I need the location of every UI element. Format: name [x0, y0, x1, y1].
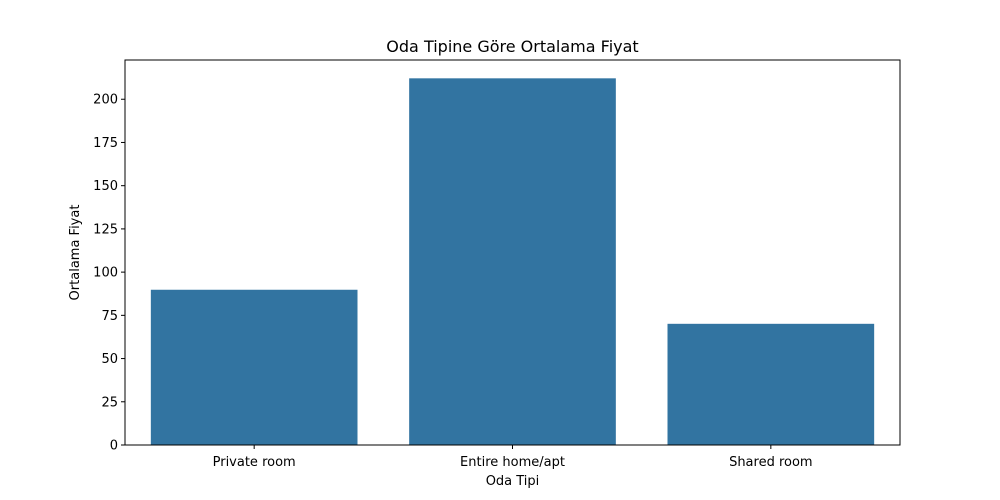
chart-title: Oda Tipine Göre Ortalama Fiyat	[386, 37, 638, 56]
y-tick-label: 125	[93, 222, 118, 237]
bars-group	[150, 78, 875, 445]
y-tick-label: 150	[93, 179, 118, 194]
y-tick-label: 200	[93, 93, 118, 108]
x-tick-label: Private room	[213, 455, 296, 470]
x-tick-label: Entire home/apt	[460, 455, 565, 470]
x-axis-label: Oda Tipi	[486, 474, 540, 489]
plot-frame	[124, 59, 901, 446]
y-axis-label: Ortalama Fiyat	[68, 205, 83, 301]
bar-private-room	[150, 289, 358, 445]
y-tick-label: 100	[93, 266, 118, 281]
y-tick-label: 75	[101, 309, 118, 324]
y-tick-label: 25	[101, 395, 118, 410]
x-tick-label: Shared room	[729, 455, 813, 470]
x-axis-ticks: Private room Entire home/apt Shared room	[213, 445, 813, 470]
bar-entire-home-apt	[409, 78, 616, 445]
y-tick-label: 0	[110, 439, 118, 454]
bar-shared-room	[667, 323, 875, 445]
y-tick-label: 175	[93, 136, 118, 151]
y-tick-label: 50	[101, 352, 118, 367]
y-axis-ticks: 0 25 50 75 100 125 150 175 200	[93, 93, 125, 454]
